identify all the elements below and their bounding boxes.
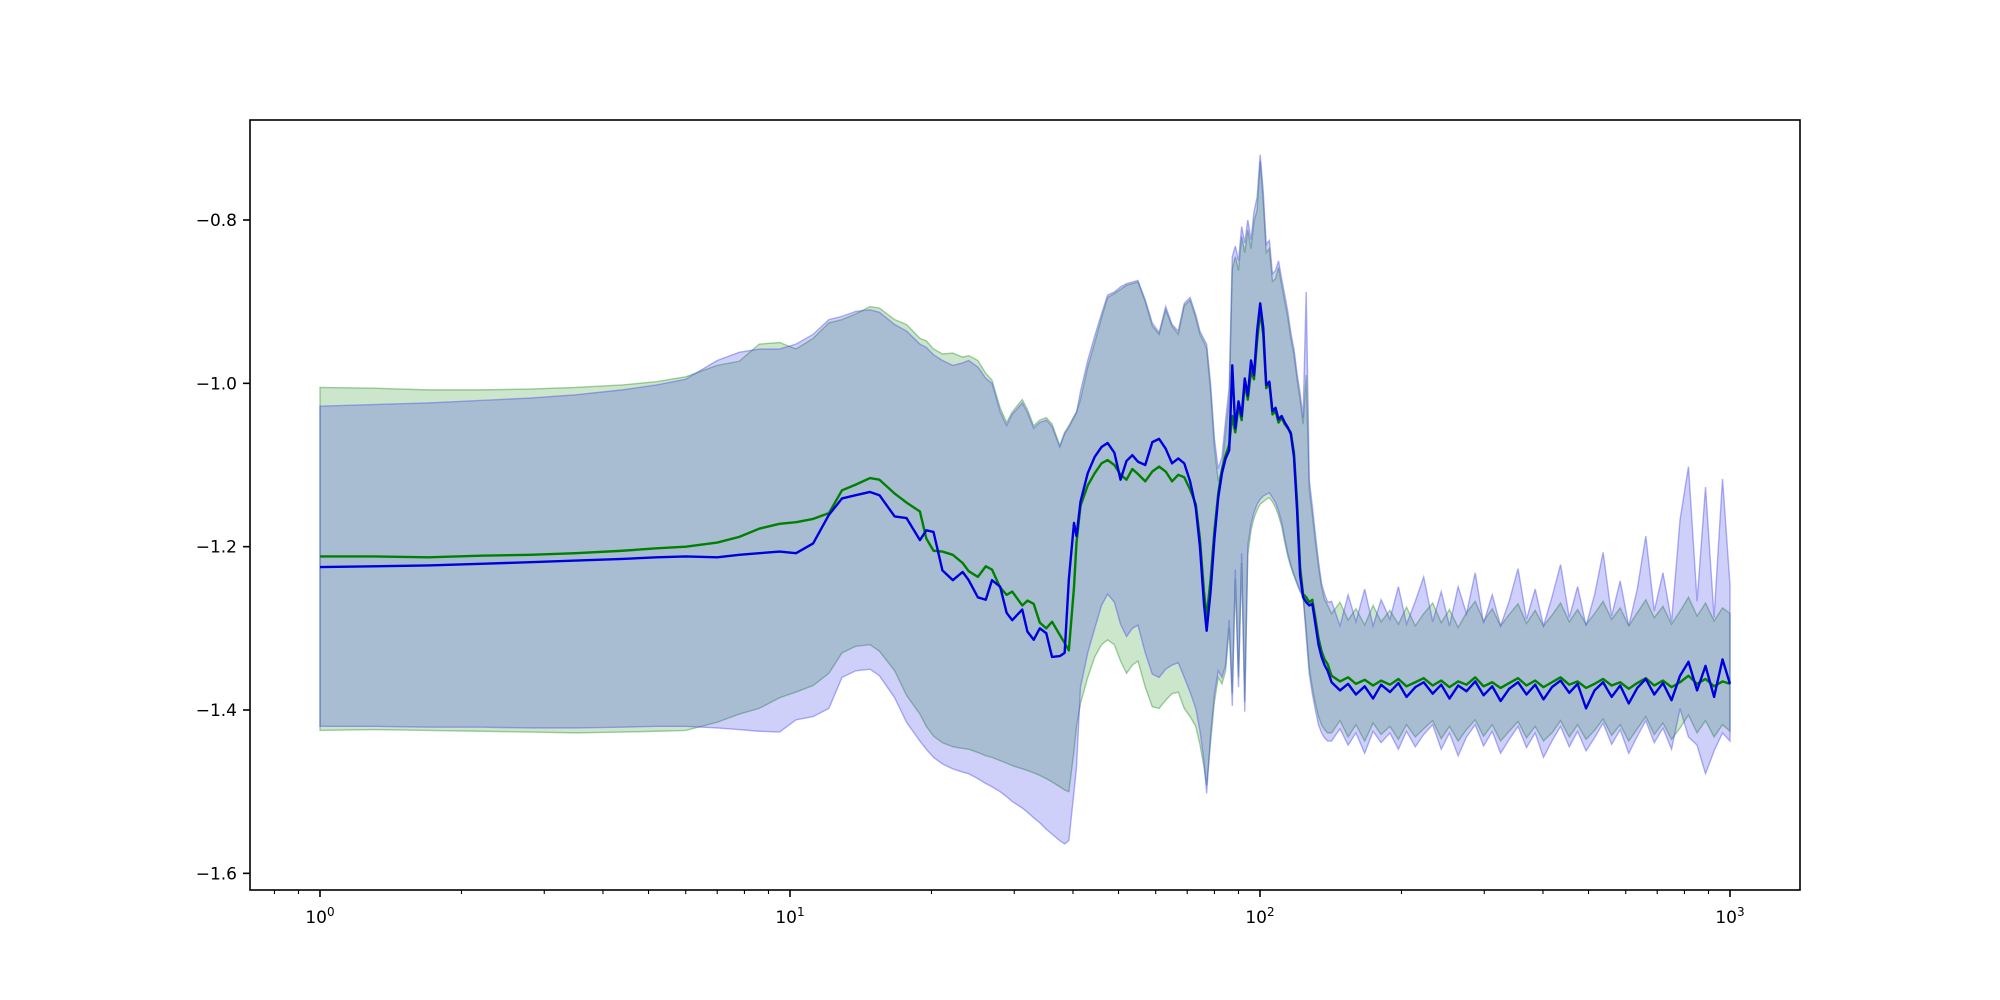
y-tick-label: −1.6	[196, 864, 237, 884]
blue-series-band	[319, 154, 1731, 845]
y-tick-label: −1.0	[196, 374, 237, 394]
y-tick-label: −0.8	[196, 211, 237, 231]
blue-series-line	[319, 302, 1732, 710]
axes-spines	[249, 119, 1801, 891]
y-tick-label: −1.2	[196, 538, 237, 558]
green-series-band	[319, 161, 1731, 793]
y-tick-label: −1.4	[196, 701, 237, 721]
